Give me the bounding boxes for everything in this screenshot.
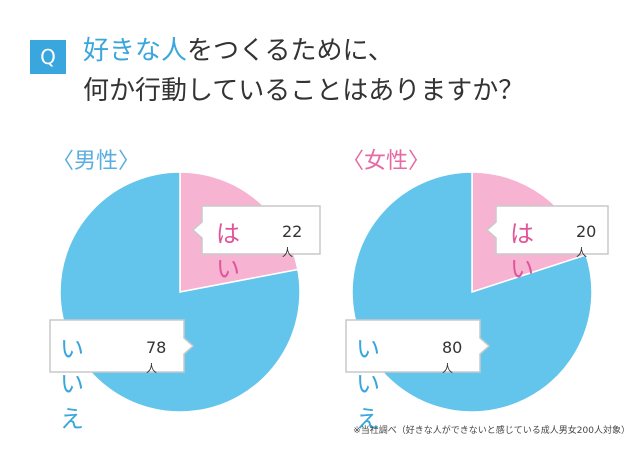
question-highlight: 好きな人	[83, 36, 188, 66]
female-yes-callout-box	[485, 205, 609, 255]
footnote: ※当社調べ（好きな人ができないと感じている成人男女200人対象）	[353, 426, 630, 436]
question-badge: Q	[30, 40, 66, 74]
question-line-2: 何か行動していることはありますか？	[83, 76, 525, 106]
female-yes-label: はい	[510, 220, 534, 283]
female-yes-value: 20	[576, 222, 597, 241]
male-yes-value: 22	[282, 222, 303, 241]
female-no-value: 80	[442, 338, 463, 357]
male-yes-callout-box	[191, 205, 321, 255]
female-chart-title: 〈女性〉	[342, 149, 431, 174]
male-yes-count: 22 人	[282, 222, 302, 260]
male-no-value: 78	[146, 338, 167, 357]
male-chart-title: 〈男性〉	[52, 149, 141, 174]
female-no-unit: 人	[442, 362, 453, 375]
male-no-unit: 人	[146, 362, 157, 375]
question-line-1-rest: をつくるために、	[187, 36, 394, 66]
male-no-callout-box	[49, 319, 195, 373]
male-yes-unit: 人	[282, 246, 293, 259]
female-yes-unit: 人	[576, 246, 587, 259]
female-no-label: いいえ	[356, 335, 380, 433]
female-no-callout-box	[345, 319, 491, 373]
male-no-label: いいえ	[60, 335, 84, 433]
male-yes-label: はい	[216, 220, 240, 283]
male-no-count: 78 人	[146, 338, 166, 376]
question-line-1: 好きな人をつくるために、	[83, 34, 394, 68]
female-yes-count: 20 人	[576, 222, 596, 260]
female-no-count: 80 人	[442, 338, 462, 376]
